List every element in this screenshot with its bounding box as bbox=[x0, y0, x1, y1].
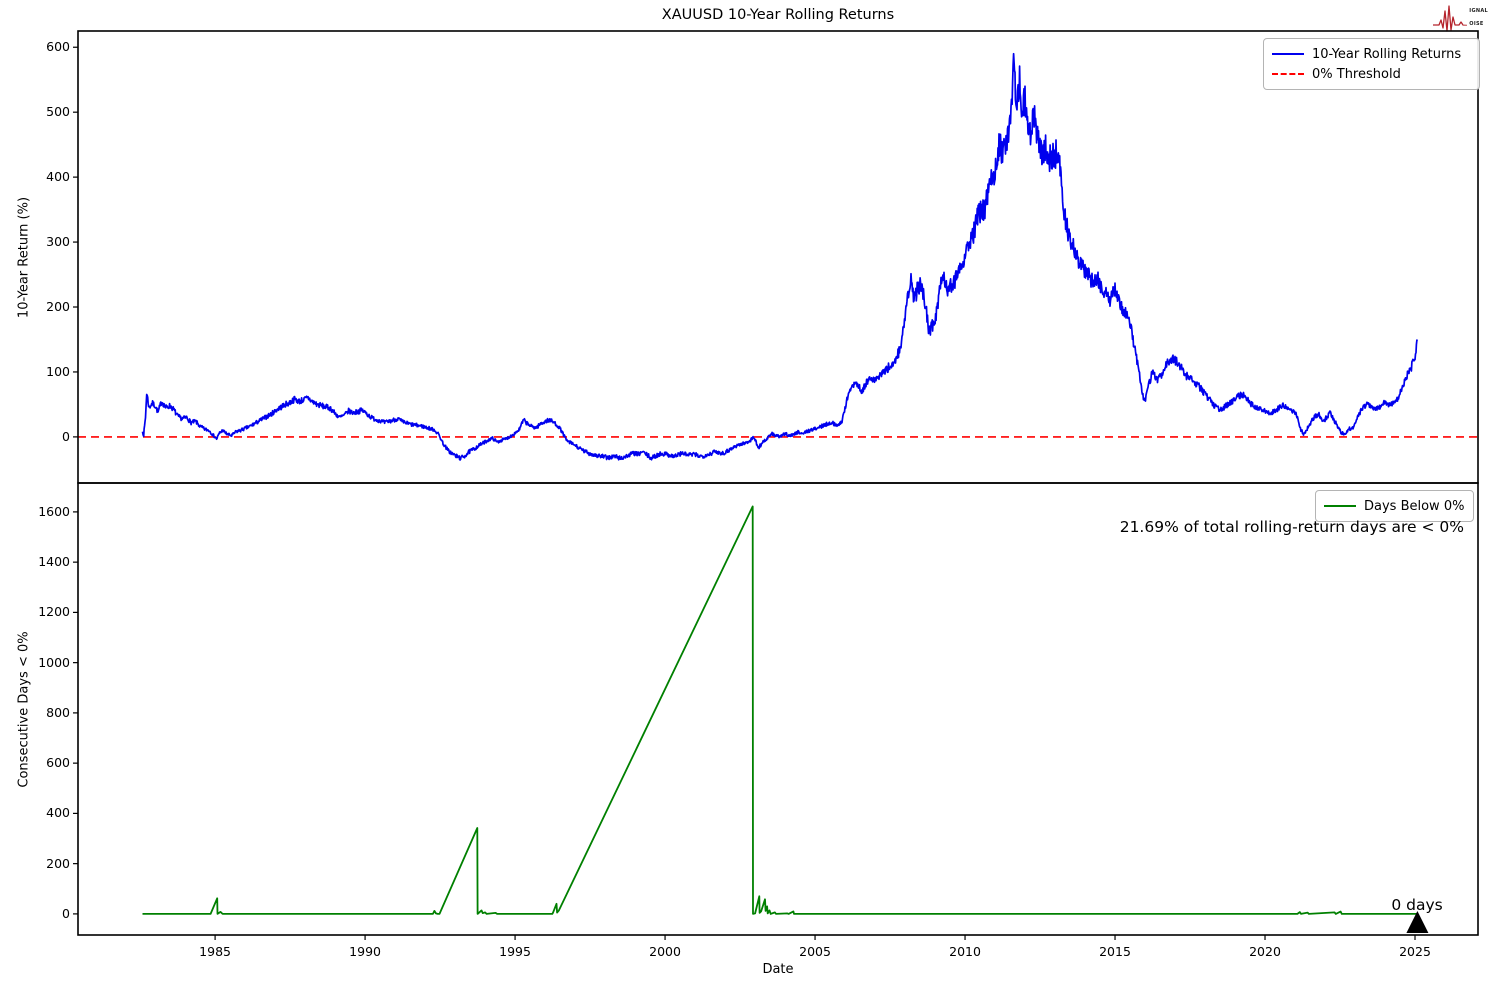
x-tick-label: 2005 bbox=[799, 944, 831, 959]
zero-days-label: 0 days bbox=[1391, 896, 1443, 914]
days-below-zero-line bbox=[142, 505, 1418, 915]
logo-row-noise: N OISE bbox=[1462, 21, 1488, 28]
logo-text-block: S IGNAL 2 N OISE bbox=[1462, 8, 1488, 28]
axes-spine-bottom bbox=[77, 482, 1479, 936]
legend-line-red-dashed-icon bbox=[1272, 73, 1304, 75]
x-tick-label: 1990 bbox=[349, 944, 381, 959]
y-tick-label: 1000 bbox=[38, 654, 70, 670]
y-tick-label: 600 bbox=[46, 39, 70, 55]
y-tick-label: 500 bbox=[46, 104, 70, 120]
legend-line-blue-icon bbox=[1272, 53, 1304, 55]
y-tick-label: 100 bbox=[46, 363, 70, 379]
chart-title: XAUUSD 10-Year Rolling Returns bbox=[661, 7, 895, 23]
x-tick-label: 2010 bbox=[949, 944, 981, 959]
y-tick-label: 200 bbox=[46, 299, 70, 314]
legend-top: 10-Year Rolling Returns 0% Threshold bbox=[1263, 38, 1480, 90]
legend-label: Days Below 0% bbox=[1364, 498, 1465, 514]
legend-bottom: Days Below 0% bbox=[1315, 490, 1475, 522]
logo-rest-noise: OISE bbox=[1469, 21, 1484, 27]
legend-item-threshold: 0% Threshold bbox=[1272, 64, 1470, 84]
y-tick-label: 400 bbox=[46, 805, 70, 821]
y-tick-label: 1600 bbox=[38, 503, 70, 519]
y-tick-label: 600 bbox=[46, 755, 70, 771]
annotation-percent: 21.69% of total rolling-return days are … bbox=[1119, 518, 1464, 536]
legend-label: 0% Threshold bbox=[1312, 66, 1401, 82]
logo-rest-signal: IGNAL bbox=[1469, 8, 1488, 14]
y-tick-label: 300 bbox=[46, 234, 70, 250]
y-tick-label: 0 bbox=[62, 905, 70, 921]
y-tick-label: 1400 bbox=[38, 554, 70, 570]
x-axis-label: Date bbox=[762, 962, 794, 977]
legend-label: 10-Year Rolling Returns bbox=[1312, 46, 1462, 62]
x-tick-label: 1995 bbox=[499, 944, 531, 959]
legend-item-rolling-returns: 10-Year Rolling Returns bbox=[1272, 44, 1470, 64]
y-tick-label: 200 bbox=[46, 855, 70, 871]
y-tick-label: 800 bbox=[46, 704, 70, 720]
x-tick-label: 2000 bbox=[649, 944, 681, 959]
legend-line-green-icon bbox=[1324, 505, 1356, 507]
zero-days-marker-triangle bbox=[1406, 911, 1429, 933]
x-tick-label: 1985 bbox=[199, 944, 231, 959]
y-tick-label: 400 bbox=[46, 169, 70, 185]
x-tick-label: 2025 bbox=[1399, 944, 1431, 959]
logo-badge-s: S bbox=[1463, 8, 1468, 14]
logo-badge-n: N bbox=[1463, 21, 1468, 27]
ecg-waveform-icon bbox=[1433, 5, 1468, 32]
x-tick-label: 2015 bbox=[1099, 944, 1131, 959]
logo-row-signal: S IGNAL bbox=[1462, 8, 1488, 15]
legend-item-days-below: Days Below 0% bbox=[1324, 496, 1464, 516]
logo-badge-2: 2 bbox=[1463, 15, 1467, 20]
brand-logo: S IGNAL 2 N OISE bbox=[1432, 3, 1488, 33]
y-tick-label: 1200 bbox=[38, 604, 70, 620]
axes-spine-top bbox=[77, 30, 1479, 484]
x-tick-label: 2020 bbox=[1249, 944, 1281, 959]
y-tick-label: 0 bbox=[62, 428, 70, 444]
rolling-returns-line bbox=[141, 52, 1419, 461]
logo-row-2: 2 bbox=[1462, 15, 1488, 21]
